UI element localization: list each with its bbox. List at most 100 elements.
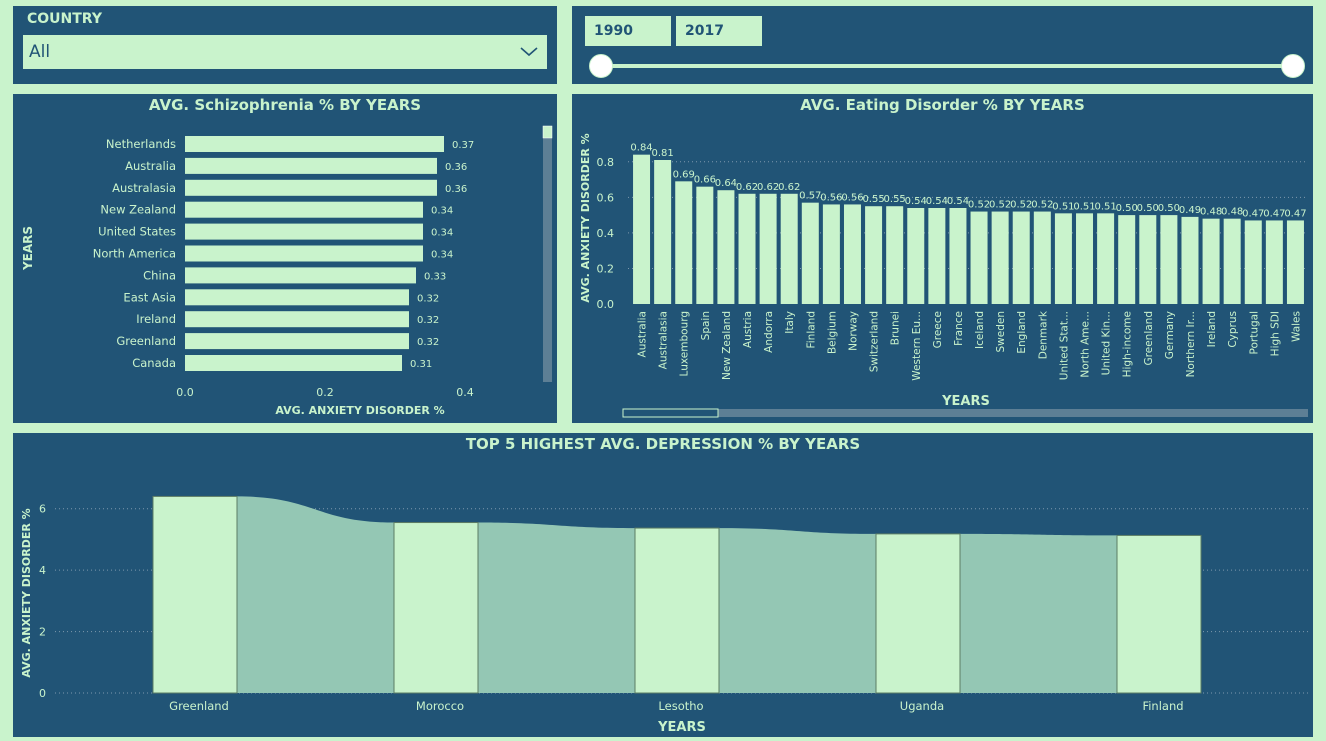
data-label: 0.55 [884,194,906,205]
data-label: 0.36 [445,162,467,173]
category-label: United Stat... [1058,311,1070,380]
data-label: 0.47 [1284,208,1306,219]
horizontal-scrollbar-thumb[interactable] [622,408,719,418]
category-label: Morocco [416,699,464,713]
data-label: 0.34 [431,228,453,239]
bar [1012,211,1030,304]
bar [738,193,756,304]
bar [780,193,798,304]
vertical-scrollbar-thumb[interactable] [542,125,553,139]
y-tick-label: 6 [39,503,46,516]
x-axis-label: YEARS [941,394,990,409]
ribbon-connector [960,533,1117,693]
schizophrenia-chart-panel: AVG. Schizophrenia % BY YEARS YEARS AVG.… [13,94,557,423]
category-label: Spain [700,311,712,340]
category-label: Austria [742,311,754,348]
category-label: Sweden [995,311,1007,353]
bar [886,206,904,304]
ribbon-connector [237,496,394,693]
category-label: High SDI [1269,311,1281,356]
bar [1265,220,1283,304]
data-label: 0.33 [424,271,446,282]
category-label: Ireland [136,312,176,326]
data-label: 0.84 [630,143,652,154]
data-label: 0.62 [757,182,779,193]
bar [1286,220,1304,304]
data-label: 0.32 [417,315,439,326]
x-tick-label: 0.4 [456,386,474,399]
data-label: 0.34 [431,206,453,217]
bar [1076,213,1094,304]
ribbon-connector [478,522,635,693]
data-label: 0.66 [694,175,716,186]
category-label: Western Eu... [911,311,923,381]
depression-chart-panel: TOP 5 HIGHEST AVG. DEPRESSION % BY YEARS… [13,433,1313,737]
bar [928,208,946,304]
bar [696,186,714,304]
bar [759,193,777,304]
chevron-down-icon[interactable] [519,39,539,75]
category-label: East Asia [123,290,176,304]
data-label: 0.56 [841,192,863,203]
bar [949,208,967,304]
data-label: 0.47 [1242,208,1264,219]
bar [185,136,444,152]
category-label: Andorra [763,311,775,353]
category-label: Australasia [658,311,670,369]
data-label: 0.55 [862,194,884,205]
data-label: 0.51 [1073,201,1095,212]
category-label: North Ame... [1080,311,1092,378]
data-label: 0.54 [905,196,927,207]
bar [1244,220,1262,304]
category-label: Belgium [826,311,838,354]
bar [654,160,672,304]
bar [185,333,409,350]
year-slider-track[interactable] [601,64,1293,68]
year-start-input[interactable]: 1990 [585,16,671,46]
category-label: High-income [1122,311,1134,377]
bar [717,190,735,304]
category-label: Greece [932,311,944,348]
eating-disorder-chart-panel: AVG. Eating Disorder % BY YEARS AVG. ANX… [572,94,1313,423]
bar [970,211,988,304]
x-tick-label: 0.0 [176,386,194,399]
bar [1223,218,1241,304]
eating-disorder-chart-title: AVG. Eating Disorder % BY YEARS [800,96,1085,114]
bar [1054,213,1072,304]
data-label: 0.50 [1116,203,1138,214]
data-label: 0.52 [968,200,990,211]
schizophrenia-chart-title: AVG. Schizophrenia % BY YEARS [148,96,422,114]
category-label: Wales [1290,311,1302,342]
year-start-handle[interactable] [589,54,613,78]
data-label: 0.81 [652,148,674,159]
bar [1139,215,1157,304]
data-label: 0.34 [431,250,453,261]
bar [185,201,423,218]
horizontal-scrollbar-track[interactable] [623,409,1308,417]
vertical-scrollbar-track[interactable] [543,126,552,382]
data-label: 0.57 [799,191,821,202]
bar [185,179,437,196]
category-label: Finland [1142,699,1183,713]
data-label: 0.47 [1263,208,1285,219]
bar [185,355,402,371]
category-label: England [1016,311,1028,354]
data-label: 0.52 [1010,200,1032,211]
category-label: Italy [784,311,796,334]
data-label: 0.52 [989,200,1011,211]
category-label: Switzerland [869,311,881,372]
bar [1118,215,1136,304]
x-tick-label: 0.2 [316,386,334,399]
bar [843,204,861,304]
category-label: Australia [637,311,649,357]
category-label: North America [93,247,176,261]
country-dropdown[interactable]: All [23,35,547,69]
category-label: Cyprus [1227,311,1239,348]
bar [675,181,693,304]
category-label: Australasia [112,181,176,195]
bar [1097,213,1115,304]
year-end-input[interactable]: 2017 [676,16,762,46]
y-tick-label: 4 [39,564,46,577]
year-end-handle[interactable] [1281,54,1305,78]
category-label: Iceland [974,311,986,349]
